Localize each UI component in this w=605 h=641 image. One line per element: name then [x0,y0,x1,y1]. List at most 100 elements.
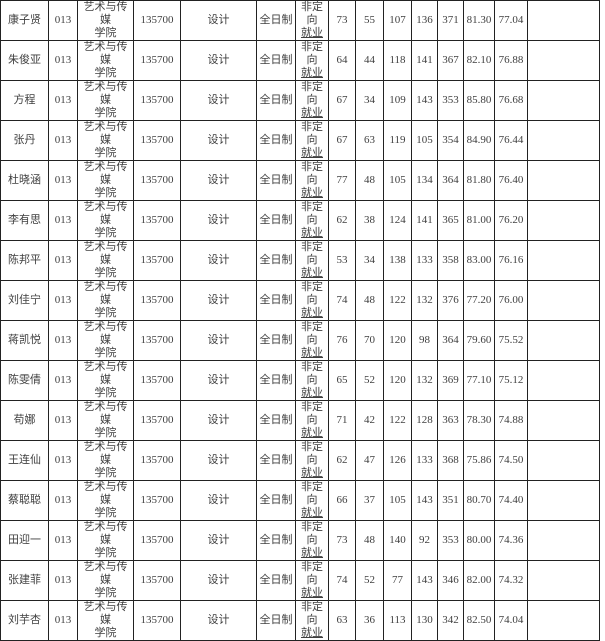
cell-final-score: 76.40 [494,160,528,201]
cell-college: 艺术与传媒 学院 [77,440,134,481]
cell-study-mode: 全日制 [256,240,296,281]
cell-college: 艺术与传媒 学院 [77,280,134,321]
cell-name: 刘佳宁 [0,280,49,321]
cell-score-2: 42 [355,400,384,441]
cell-score-1: 74 [328,280,356,321]
cell-score-2: 38 [355,200,384,241]
cell-initial-total: 364 [437,320,464,361]
cell-score-4: 92 [411,520,438,561]
cell-name: 李有思 [0,200,49,241]
table-row: 杜晓涵 013 艺术与传媒 学院 135700 设计 全日制 非定向 就业 77 48 105 134 3… [0,160,600,201]
cell-initial-total: 367 [437,40,464,81]
cell-final-score: 74.88 [494,400,528,441]
table-row: 张丹 013 艺术与传媒 学院 135700 设计 全日制 非定向 就业 67 63 119 105 35… [0,120,600,161]
cell-blank [527,0,600,41]
cell-score-2: 52 [355,560,384,601]
cell-retest-score: 81.30 [463,0,495,41]
cell-major: 设计 [180,0,257,41]
cell-score-2: 36 [355,600,384,641]
cell-score-1: 74 [328,560,356,601]
cell-score-4: 134 [411,160,438,201]
cell-score-4: 136 [411,0,438,41]
cell-major: 设计 [180,40,257,81]
cell-dept-code: 013 [48,40,78,81]
cell-retest-score: 80.00 [463,520,495,561]
cell-final-score: 76.16 [494,240,528,281]
cell-initial-total: 358 [437,240,464,281]
table-row: 康子贤 013 艺术与传媒 学院 135700 设计 全日制 非定向 就业 73 55 107 136 3… [0,0,600,41]
cell-score-2: 47 [355,440,384,481]
cell-score-1: 64 [328,40,356,81]
cell-study-mode: 全日制 [256,280,296,321]
cell-blank [527,360,600,401]
cell-employment: 非定向 就业 [295,440,329,481]
cell-retest-score: 85.80 [463,80,495,121]
cell-major-code: 135700 [133,0,181,41]
cell-study-mode: 全日制 [256,600,296,641]
table-row: 刘芋杏 013 艺术与传媒 学院 135700 设计 全日制 非定向 就业 63 36 113 130 3… [0,600,600,641]
cell-employment: 非定向 就业 [295,40,329,81]
cell-initial-total: 368 [437,440,464,481]
cell-major: 设计 [180,560,257,601]
table-row: 李有思 013 艺术与传媒 学院 135700 设计 全日制 非定向 就业 62 38 124 141 3… [0,200,600,241]
cell-blank [527,400,600,441]
cell-employment: 非定向 就业 [295,400,329,441]
cell-study-mode: 全日制 [256,480,296,521]
cell-score-4: 143 [411,560,438,601]
cell-score-4: 132 [411,280,438,321]
cell-retest-score: 83.00 [463,240,495,281]
cell-final-score: 77.04 [494,0,528,41]
table-row: 方程 013 艺术与传媒 学院 135700 设计 全日制 非定向 就业 67 34 109 143 35… [0,80,600,121]
cell-score-1: 77 [328,160,356,201]
cell-major: 设计 [180,80,257,121]
cell-blank [527,480,600,521]
cell-dept-code: 013 [48,600,78,641]
cell-final-score: 76.68 [494,80,528,121]
cell-major: 设计 [180,520,257,561]
cell-score-4: 105 [411,120,438,161]
cell-final-score: 74.36 [494,520,528,561]
cell-retest-score: 82.50 [463,600,495,641]
cell-college: 艺术与传媒 学院 [77,200,134,241]
cell-employment: 非定向 就业 [295,320,329,361]
cell-dept-code: 013 [48,280,78,321]
cell-major-code: 135700 [133,160,181,201]
cell-major: 设计 [180,480,257,521]
cell-blank [527,160,600,201]
cell-score-2: 44 [355,40,384,81]
cell-score-3: 105 [383,160,412,201]
cell-study-mode: 全日制 [256,80,296,121]
cell-score-1: 76 [328,320,356,361]
cell-score-1: 67 [328,80,356,121]
table-row: 陈邦平 013 艺术与传媒 学院 135700 设计 全日制 非定向 就业 53 34 138 133 3… [0,240,600,281]
cell-initial-total: 376 [437,280,464,321]
cell-study-mode: 全日制 [256,560,296,601]
cell-blank [527,560,600,601]
cell-retest-score: 82.10 [463,40,495,81]
cell-score-4: 143 [411,480,438,521]
cell-major: 设计 [180,320,257,361]
cell-final-score: 76.44 [494,120,528,161]
cell-college: 艺术与传媒 学院 [77,120,134,161]
cell-study-mode: 全日制 [256,200,296,241]
cell-study-mode: 全日制 [256,40,296,81]
table-row: 朱俊亚 013 艺术与传媒 学院 135700 设计 全日制 非定向 就业 64 44 118 141 3… [0,40,600,81]
cell-score-3: 122 [383,400,412,441]
cell-name: 杜晓涵 [0,160,49,201]
cell-major-code: 135700 [133,440,181,481]
cell-name: 方程 [0,80,49,121]
cell-retest-score: 81.00 [463,200,495,241]
cell-name: 陈雯倩 [0,360,49,401]
cell-score-1: 53 [328,240,356,281]
cell-major-code: 135700 [133,80,181,121]
table-row: 蔡聪聪 013 艺术与传媒 学院 135700 设计 全日制 非定向 就业 66 37 105 143 3… [0,480,600,521]
cell-retest-score: 80.70 [463,480,495,521]
cell-retest-score: 78.30 [463,400,495,441]
cell-major-code: 135700 [133,560,181,601]
table-row: 王连仙 013 艺术与传媒 学院 135700 设计 全日制 非定向 就业 62 47 126 133 3… [0,440,600,481]
cell-score-3: 109 [383,80,412,121]
cell-initial-total: 354 [437,120,464,161]
cell-score-2: 55 [355,0,384,41]
